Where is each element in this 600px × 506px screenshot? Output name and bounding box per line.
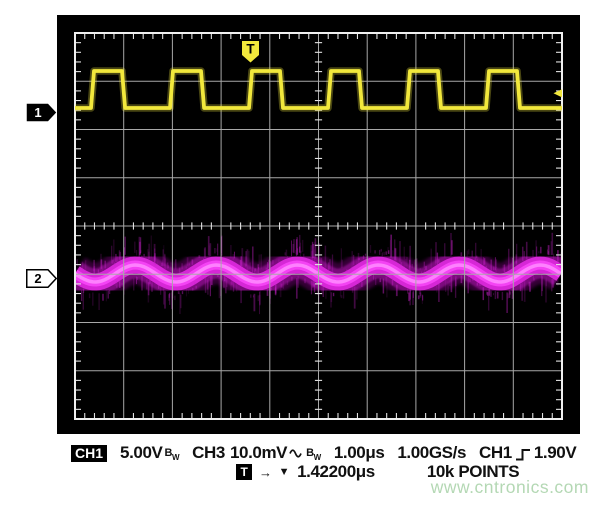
- trigger-level: 1.90V: [533, 443, 577, 462]
- channel-2-marker: 2: [26, 269, 57, 288]
- scope-bezel: T: [57, 15, 580, 434]
- scope-screen: T: [57, 15, 580, 434]
- ch3-label: CH3: [192, 443, 225, 462]
- ch1-scale-group: 5.00V B W: [120, 443, 180, 463]
- ch1-scale: 5.00V: [120, 443, 163, 462]
- trigger-readout: CH1 1.90V: [479, 443, 577, 463]
- trigger-marker-letter: T: [246, 42, 255, 57]
- channel-1-marker-label: 1: [34, 105, 41, 120]
- bandwidth-limit-icon: B W: [306, 446, 321, 462]
- ch3-scale-group: CH3 10.0mV B W: [192, 443, 321, 463]
- trigger-source: CH1: [479, 443, 512, 462]
- trigger-delay-readout: 1.42200μs: [297, 462, 375, 481]
- trigger-slope-icon: ▼: [278, 466, 290, 478]
- watermark: www.cntronics.com: [430, 477, 589, 497]
- ch1-trace: [75, 67, 562, 112]
- record-length-readout: 10k POINTS: [426, 462, 520, 481]
- trigger-position-marker: T: [242, 41, 259, 63]
- ac-coupling-icon: [289, 448, 302, 458]
- ch3-scale: 10.0mV: [229, 443, 288, 462]
- channel-1-marker: 1: [26, 103, 57, 122]
- trigger-arrow-icon: →: [259, 464, 272, 480]
- trigger-badge: T: [236, 464, 252, 480]
- timebase-readout: 1.00μs: [333, 443, 385, 462]
- trigger-level-arrow: [553, 89, 562, 98]
- readout-line-2: T → ▼ 1.42200μs 10k POINTS: [236, 462, 520, 482]
- rising-edge-icon: [515, 448, 530, 460]
- bandwidth-limit-icon: B W: [164, 446, 180, 462]
- channel-2-marker-label: 2: [34, 271, 41, 286]
- readout-line-1: CH1 5.00V B W CH3 10.0mV B W 1.00μs 1.00…: [71, 443, 577, 463]
- sample-rate-readout: 1.00GS/s: [397, 443, 467, 462]
- ch1-badge: CH1: [71, 444, 108, 462]
